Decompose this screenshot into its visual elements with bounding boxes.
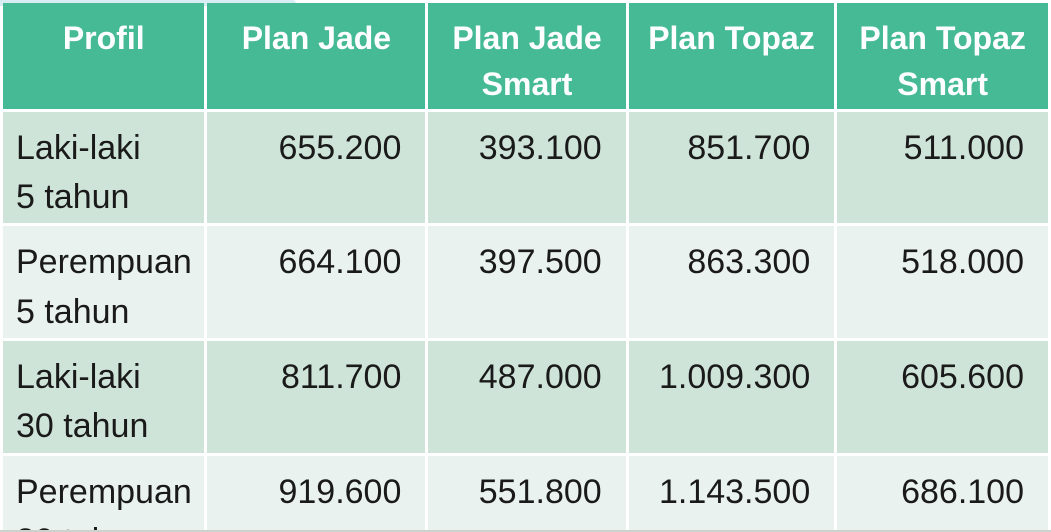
profile-cell: Perempuan 30 tahun bbox=[3, 455, 205, 532]
header-label-line1: Plan Jade bbox=[452, 20, 602, 56]
premium-value-cell: 551.800 bbox=[428, 455, 626, 532]
premium-value-cell: 686.100 bbox=[837, 455, 1048, 532]
header-cell-plan-jade-smart: Plan Jade Smart bbox=[428, 3, 626, 109]
profile-cell: Perempuan 5 tahun bbox=[3, 226, 205, 338]
header-cell-plan-jade: Plan Jade bbox=[207, 3, 426, 109]
profile-line1: Laki-laki bbox=[16, 357, 141, 396]
premium-value-cell: 1.009.300 bbox=[628, 340, 835, 453]
premium-value-cell: 393.100 bbox=[428, 111, 626, 224]
profile-cell: Laki-laki 30 tahun bbox=[3, 340, 205, 453]
profile-line1: Laki-laki bbox=[16, 128, 141, 167]
premium-value-cell: 919.600 bbox=[207, 455, 426, 532]
premium-value-cell: 605.600 bbox=[837, 340, 1048, 453]
profile-line2: 5 tahun bbox=[16, 292, 130, 331]
header-row: Profil Plan Jade Plan Jade Smart Plan To… bbox=[3, 3, 1048, 109]
header-cell-profil: Profil bbox=[3, 3, 205, 109]
premium-value-cell: 655.200 bbox=[207, 111, 426, 224]
profile-cell: Laki-laki 5 tahun bbox=[3, 111, 205, 224]
premium-value-cell: 851.700 bbox=[628, 111, 835, 224]
table-row-perempuan-30-tahun: Perempuan 30 tahun 919.600 551.800 1.143… bbox=[3, 455, 1048, 532]
profile-line2: 30 tahun bbox=[16, 407, 149, 446]
premium-value-cell: 518.000 bbox=[837, 226, 1048, 338]
profile-line2: 30 tahun bbox=[16, 517, 203, 532]
header-cell-plan-topaz-smart: Plan Topaz Smart bbox=[837, 3, 1048, 109]
header-label-line1: Plan Jade bbox=[241, 20, 392, 56]
premium-value-cell: 811.700 bbox=[207, 340, 426, 453]
header-label-line2: Smart bbox=[897, 66, 988, 103]
table-row-perempuan-5-tahun: Perempuan 5 tahun 664.100 397.500 863.30… bbox=[3, 226, 1048, 338]
table-row-laki-laki-30-tahun: Laki-laki 30 tahun 811.700 487.000 1.009… bbox=[3, 340, 1048, 453]
header-label-line1: Plan Topaz bbox=[859, 20, 1026, 56]
header-label-line2: Smart bbox=[481, 66, 573, 103]
profile-line1: Perempuan bbox=[16, 243, 192, 282]
table-bottom-border bbox=[0, 530, 1051, 532]
premium-value-cell: 664.100 bbox=[207, 226, 426, 338]
premium-value-cell: 511.000 bbox=[837, 111, 1048, 224]
premium-value-cell: 863.300 bbox=[628, 226, 835, 338]
premium-value-cell: 1.143.500 bbox=[628, 455, 835, 532]
header-label-line1: Profil bbox=[62, 20, 145, 56]
table-row-laki-laki-5-tahun: Laki-laki 5 tahun 655.200 393.100 851.70… bbox=[3, 111, 1048, 224]
profile-line1: Perempuan bbox=[16, 472, 192, 511]
header-cell-plan-topaz: Plan Topaz bbox=[628, 3, 835, 109]
header-label-line1: Plan Topaz bbox=[648, 20, 815, 56]
premium-value-cell: 397.500 bbox=[428, 226, 626, 338]
premium-value-cell: 487.000 bbox=[428, 340, 626, 453]
profile-line2: 5 tahun bbox=[16, 178, 130, 217]
